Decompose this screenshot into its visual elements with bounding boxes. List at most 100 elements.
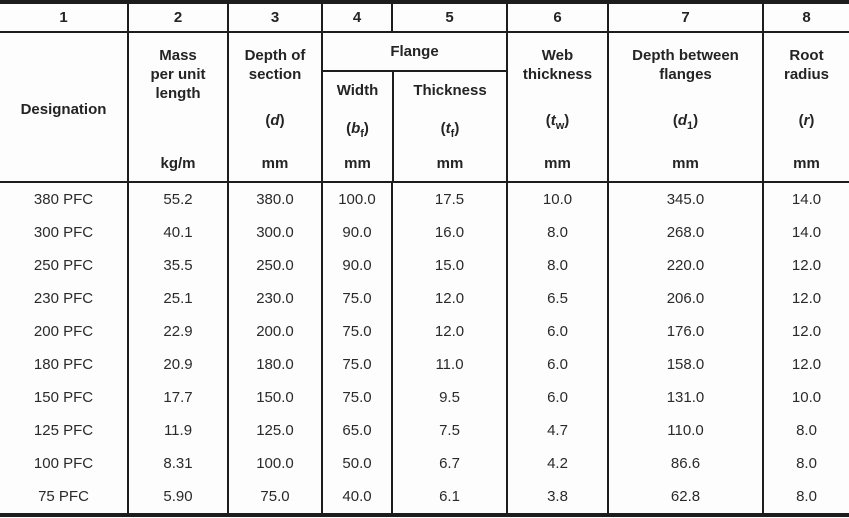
cell-depth-between-flanges: 62.8 xyxy=(607,480,763,515)
web-symbol-tw: (tw) xyxy=(545,111,570,132)
header-web-thickness: Web thickness (tw) mm xyxy=(506,32,608,183)
header-flange-thickness: Thickness (tf) mm xyxy=(392,72,506,181)
cell-root-radius: 10.0 xyxy=(762,381,849,414)
cell-web-thickness: 6.0 xyxy=(506,381,608,414)
column-number: 2 xyxy=(127,2,228,33)
cell-flange-width: 75.0 xyxy=(321,381,392,414)
depth-unit: mm xyxy=(261,155,289,172)
header-root-radius: Root radius (r) mm xyxy=(762,32,849,183)
cell-depth-of-section: 75.0 xyxy=(227,480,322,515)
header-flange-group: Flange Width (bf) mm Thickness (tf) mm xyxy=(321,32,507,183)
column-number: 8 xyxy=(762,2,849,33)
cell-designation: 75 PFC xyxy=(38,488,89,505)
cell-flange-width: 90.0 xyxy=(321,249,392,282)
header-mass-per-unit-length: Mass per unit length kg/m xyxy=(127,32,228,183)
cell-root-radius: 12.0 xyxy=(762,348,849,381)
flange-width-symbol-bf: (bf) xyxy=(346,119,369,140)
cell-mass-per-unit-length: 25.1 xyxy=(127,282,228,315)
cell-depth-between-flanges: 131.0 xyxy=(607,381,763,414)
table-body: 380 PFC 55.2 380.0 100.0 17.5 10.0 345.0… xyxy=(0,182,849,515)
cell-depth-between-flanges: 206.0 xyxy=(607,282,763,315)
table-row: 230 PFC 25.1 230.0 75.0 12.0 6.5 206.0 1… xyxy=(0,282,849,315)
cell-mass-per-unit-length: 5.90 xyxy=(127,480,228,515)
root-symbol-r: (r) xyxy=(798,111,815,129)
cell-designation: 125 PFC xyxy=(33,422,94,439)
flange-width-label: Width xyxy=(336,82,379,99)
cell-flange-thickness: 7.5 xyxy=(391,414,507,447)
cell-root-radius: 8.0 xyxy=(762,480,849,515)
cell-web-thickness: 4.7 xyxy=(506,414,608,447)
cell-designation: 100 PFC xyxy=(33,455,94,472)
cell-flange-width: 90.0 xyxy=(321,216,392,249)
cell-depth-between-flanges: 345.0 xyxy=(607,182,763,216)
cell-depth-of-section: 300.0 xyxy=(227,216,322,249)
column-number: 5 xyxy=(391,2,507,33)
cell-flange-thickness: 9.5 xyxy=(391,381,507,414)
cell-web-thickness: 6.5 xyxy=(506,282,608,315)
header-depth-between-label: Depth between flanges xyxy=(632,47,739,83)
cell-depth-between-flanges: 86.6 xyxy=(607,447,763,480)
root-unit: mm xyxy=(793,155,820,172)
cell-mass-per-unit-length: 35.5 xyxy=(127,249,228,282)
flange-thickness-label: Thickness xyxy=(413,82,487,99)
column-number: 7 xyxy=(607,2,763,33)
flange-thickness-unit: mm xyxy=(436,155,464,172)
cell-mass-per-unit-length: 17.7 xyxy=(127,381,228,414)
header-flange-label: Flange xyxy=(323,33,506,72)
cell-designation: 230 PFC xyxy=(33,290,94,307)
flange-width-unit: mm xyxy=(344,155,371,172)
cell-flange-thickness: 16.0 xyxy=(391,216,507,249)
depth-between-unit: mm xyxy=(672,155,699,172)
header-depth-label: Depth of section xyxy=(244,47,306,83)
cell-flange-thickness: 15.0 xyxy=(391,249,507,282)
cell-root-radius: 8.0 xyxy=(762,447,849,480)
table-row: 150 PFC 17.7 150.0 75.0 9.5 6.0 131.0 10… xyxy=(0,381,849,414)
depth-symbol-d: (d) xyxy=(265,111,285,129)
cell-mass-per-unit-length: 20.9 xyxy=(127,348,228,381)
header-designation: Designation xyxy=(0,32,128,183)
flange-thickness-symbol-tf: (tf) xyxy=(440,119,460,140)
cell-depth-between-flanges: 220.0 xyxy=(607,249,763,282)
header-root-label: Root radius xyxy=(783,47,829,83)
column-number-row: 1 2 3 4 5 6 7 8 xyxy=(0,2,849,33)
cell-designation: 150 PFC xyxy=(33,389,94,406)
cell-depth-of-section: 380.0 xyxy=(227,182,322,216)
header-flange-width: Width (bf) mm xyxy=(323,72,392,181)
table-row: 125 PFC 11.9 125.0 65.0 7.5 4.7 110.0 8.… xyxy=(0,414,849,447)
column-number: 6 xyxy=(506,2,608,33)
cell-depth-of-section: 180.0 xyxy=(227,348,322,381)
depth-between-symbol-d1: (d1) xyxy=(672,111,699,132)
cell-designation: 300 PFC xyxy=(33,224,94,241)
cell-flange-width: 75.0 xyxy=(321,315,392,348)
cell-depth-of-section: 100.0 xyxy=(227,447,322,480)
web-unit: mm xyxy=(544,155,571,172)
cell-depth-between-flanges: 110.0 xyxy=(607,414,763,447)
cell-mass-per-unit-length: 40.1 xyxy=(127,216,228,249)
cell-designation: 200 PFC xyxy=(33,323,94,340)
mass-unit: kg/m xyxy=(160,155,196,172)
cell-flange-thickness: 12.0 xyxy=(391,282,507,315)
table-row: 75 PFC 5.90 75.0 40.0 6.1 3.8 62.8 8.0 xyxy=(0,480,849,515)
cell-web-thickness: 6.0 xyxy=(506,315,608,348)
cell-depth-between-flanges: 158.0 xyxy=(607,348,763,381)
cell-web-thickness: 8.0 xyxy=(506,249,608,282)
cell-root-radius: 12.0 xyxy=(762,315,849,348)
cell-flange-thickness: 17.5 xyxy=(391,182,507,216)
cell-flange-width: 50.0 xyxy=(321,447,392,480)
cell-depth-of-section: 200.0 xyxy=(227,315,322,348)
header-mass-label: Mass per unit length xyxy=(150,47,206,102)
header-designation-label: Designation xyxy=(20,100,107,118)
cell-depth-between-flanges: 268.0 xyxy=(607,216,763,249)
cell-web-thickness: 3.8 xyxy=(506,480,608,515)
table-row: 250 PFC 35.5 250.0 90.0 15.0 8.0 220.0 1… xyxy=(0,249,849,282)
header-depth-between-flanges: Depth between flanges (d1) mm xyxy=(607,32,763,183)
cell-mass-per-unit-length: 11.9 xyxy=(127,414,228,447)
cell-root-radius: 12.0 xyxy=(762,282,849,315)
table-row: 180 PFC 20.9 180.0 75.0 11.0 6.0 158.0 1… xyxy=(0,348,849,381)
column-number: 3 xyxy=(227,2,322,33)
cell-mass-per-unit-length: 55.2 xyxy=(127,182,228,216)
cell-web-thickness: 8.0 xyxy=(506,216,608,249)
header-row: Designation Mass per unit length kg/m xyxy=(0,32,849,183)
